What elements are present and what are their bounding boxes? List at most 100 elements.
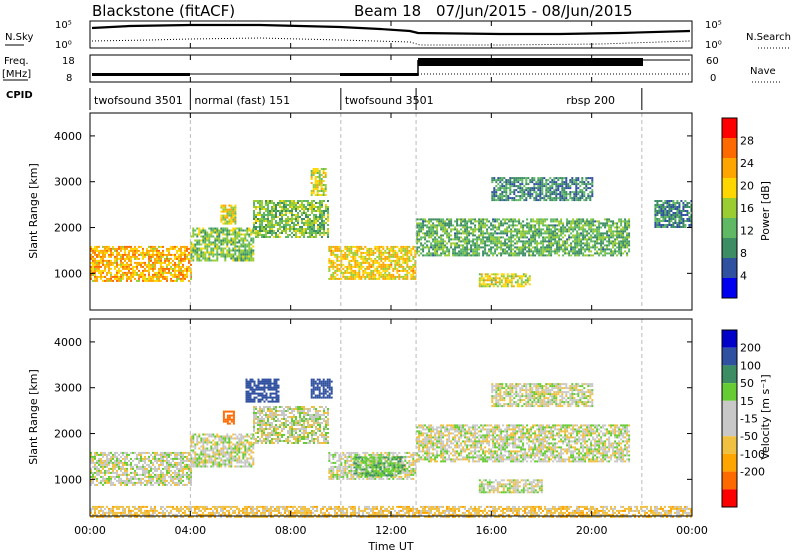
data-cell bbox=[94, 273, 96, 276]
data-cell bbox=[384, 249, 387, 252]
data-cell bbox=[118, 461, 120, 464]
data-cell bbox=[422, 228, 425, 231]
data-cell bbox=[454, 254, 457, 257]
data-cell bbox=[535, 181, 538, 184]
data-cell bbox=[488, 236, 491, 239]
data-cell bbox=[533, 189, 536, 192]
data-cell bbox=[589, 195, 592, 198]
data-cell bbox=[116, 455, 118, 458]
data-cell bbox=[273, 230, 275, 232]
data-cell bbox=[122, 471, 124, 474]
data-cell bbox=[374, 273, 377, 276]
data-cell bbox=[238, 229, 241, 232]
data-cell bbox=[494, 240, 497, 243]
data-cell bbox=[606, 230, 609, 233]
data-cell bbox=[382, 275, 385, 278]
data-cell bbox=[158, 257, 160, 260]
data-cell bbox=[248, 257, 251, 260]
data-cell bbox=[98, 249, 100, 252]
data-cell bbox=[172, 245, 174, 248]
data-cell bbox=[222, 208, 225, 211]
data-cell bbox=[538, 226, 541, 229]
data-cell bbox=[466, 222, 469, 225]
data-cell bbox=[486, 238, 489, 241]
data-cell bbox=[238, 241, 241, 244]
data-cell bbox=[388, 247, 391, 250]
data-cell bbox=[565, 191, 568, 194]
data-cell bbox=[90, 461, 92, 464]
data-cell bbox=[112, 455, 114, 458]
data-cell bbox=[327, 210, 329, 212]
data-cell bbox=[108, 265, 110, 268]
data-cell bbox=[616, 226, 619, 229]
data-cell bbox=[100, 249, 102, 252]
data-cell bbox=[186, 265, 188, 268]
data-cell bbox=[400, 257, 403, 260]
data-cell bbox=[494, 252, 497, 255]
data-cell bbox=[522, 236, 525, 239]
data-cell bbox=[664, 216, 667, 218]
data-cell bbox=[668, 222, 671, 224]
data-cell bbox=[232, 212, 235, 215]
data-cell bbox=[454, 220, 457, 223]
data-cell bbox=[614, 222, 617, 225]
data-cell bbox=[310, 190, 313, 192]
data-cell bbox=[180, 255, 182, 258]
data-cell bbox=[166, 265, 168, 268]
data-cell bbox=[472, 218, 475, 221]
data-cell bbox=[542, 246, 545, 249]
data-cell bbox=[255, 226, 257, 228]
data-cell bbox=[332, 273, 335, 276]
data-cell bbox=[94, 483, 96, 486]
data-cell bbox=[484, 273, 487, 276]
data-cell bbox=[130, 267, 132, 270]
data-cell bbox=[248, 251, 251, 254]
data-cell bbox=[576, 246, 579, 249]
data-cell bbox=[224, 257, 227, 260]
data-cell bbox=[585, 179, 588, 182]
data-cell bbox=[334, 271, 337, 274]
data-cell bbox=[493, 191, 496, 194]
data-cell bbox=[612, 230, 615, 233]
data-cell bbox=[392, 249, 395, 252]
data-cell bbox=[668, 214, 671, 216]
data-cell bbox=[390, 263, 393, 266]
data-cell bbox=[310, 170, 313, 172]
data-cell bbox=[592, 246, 595, 249]
data-cell bbox=[664, 214, 667, 216]
data-cell bbox=[176, 257, 178, 260]
data-cell bbox=[261, 234, 263, 236]
data-cell bbox=[462, 220, 465, 223]
data-cell bbox=[220, 218, 223, 221]
data-cell bbox=[482, 234, 485, 237]
data-cell bbox=[684, 206, 687, 208]
data-cell bbox=[498, 238, 501, 241]
data-cell bbox=[505, 181, 508, 184]
data-cell bbox=[210, 241, 213, 244]
data-cell bbox=[525, 177, 528, 180]
data-cell bbox=[519, 177, 522, 180]
data-cell bbox=[518, 248, 521, 251]
data-cell bbox=[208, 241, 211, 244]
data-cell bbox=[528, 238, 531, 241]
data-cell bbox=[468, 232, 471, 235]
data-cell bbox=[156, 273, 158, 276]
data-cell bbox=[340, 265, 343, 268]
data-cell bbox=[366, 275, 369, 278]
data-cell bbox=[184, 267, 186, 270]
data-cell bbox=[269, 222, 271, 224]
data-cell bbox=[108, 249, 110, 252]
data-cell bbox=[303, 222, 305, 224]
data-cell bbox=[510, 224, 513, 227]
data-cell bbox=[510, 281, 513, 284]
data-cell bbox=[622, 246, 625, 249]
data-cell bbox=[502, 250, 505, 253]
data-cell bbox=[368, 277, 371, 280]
data-cell bbox=[297, 212, 299, 214]
data-cell bbox=[546, 248, 549, 251]
data-cell bbox=[591, 195, 594, 198]
data-cell bbox=[303, 204, 305, 206]
data-cell bbox=[312, 172, 315, 174]
data-cell bbox=[674, 226, 677, 228]
data-cell bbox=[194, 233, 197, 236]
